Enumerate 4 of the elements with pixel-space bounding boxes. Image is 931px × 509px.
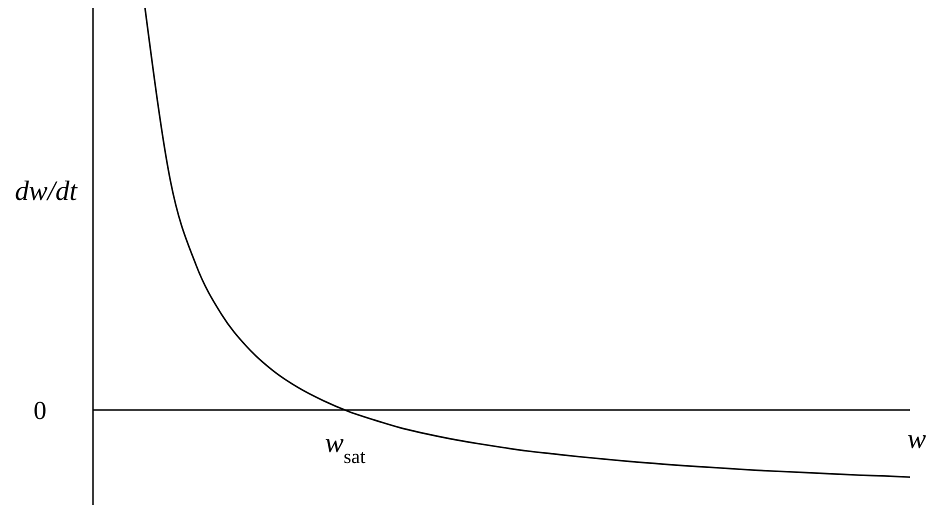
x-axis-title: w — [907, 424, 926, 455]
annotation: w$_{sat}$ — [324, 428, 366, 468]
y-axis-title: dw/dt — [14, 176, 78, 207]
ref-line-label: 0 — [34, 396, 46, 425]
